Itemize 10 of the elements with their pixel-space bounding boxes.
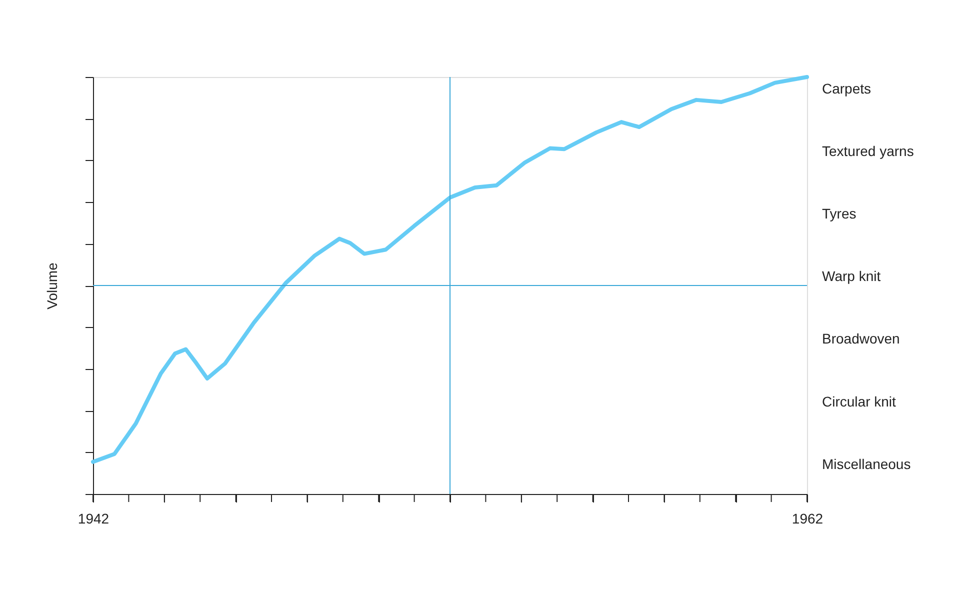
text: Carpets — [822, 80, 872, 97]
text: Circular knit — [822, 393, 896, 410]
text: Warp knit — [822, 268, 881, 284]
text: Miscellaneous — [822, 456, 911, 472]
text: Tyres — [822, 206, 856, 222]
x-tick-label: 1942 — [78, 510, 110, 526]
x-tick-label: 1962 — [792, 510, 824, 526]
text: Textured yarns — [822, 143, 914, 160]
y-axis-title: Volume — [44, 262, 60, 310]
text: Broadwoven — [822, 330, 900, 347]
